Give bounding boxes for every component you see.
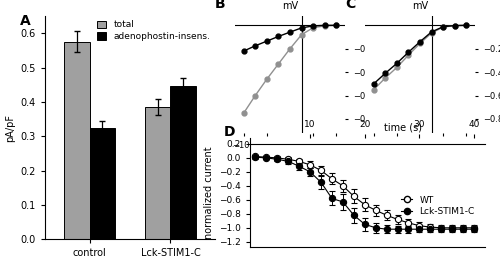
Legend: WT, Lck-STIM1-C: WT, Lck-STIM1-C (398, 192, 478, 220)
Legend: total, adenophostin-insens.: total, adenophostin-insens. (98, 20, 210, 41)
Y-axis label: pA/pF: pA/pF (5, 114, 15, 142)
Text: C: C (345, 0, 356, 11)
Text: mV: mV (282, 1, 298, 11)
Y-axis label: normalized current: normalized current (204, 147, 214, 239)
Bar (170, 86, 196, 239)
Bar (64, 42, 90, 239)
Bar (90, 128, 116, 239)
Text: B: B (215, 0, 226, 11)
Text: time (s): time (s) (384, 123, 422, 133)
Y-axis label: pA/pF: pA/pF (374, 60, 384, 89)
Text: D: D (224, 125, 235, 139)
Text: mV: mV (412, 1, 428, 11)
Text: A: A (20, 14, 30, 28)
Bar (144, 107, 171, 239)
